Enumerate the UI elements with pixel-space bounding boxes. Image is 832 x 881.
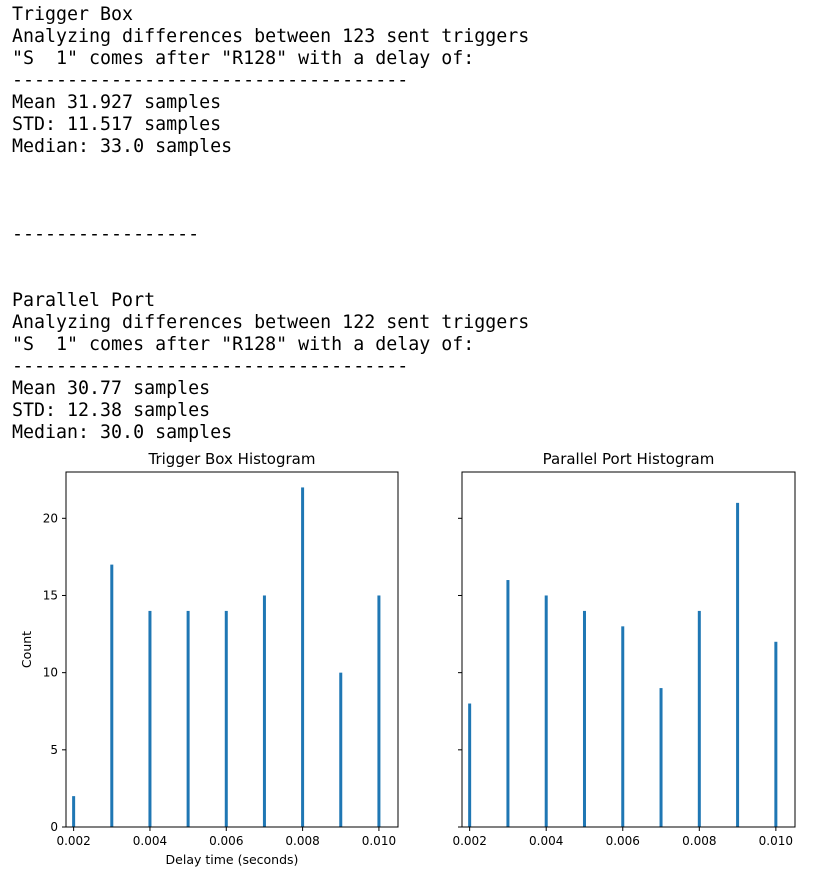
chart-title: Parallel Port Histogram bbox=[543, 450, 715, 468]
y-tick-label: 0 bbox=[50, 820, 58, 834]
histogram-bar bbox=[774, 641, 778, 827]
histogram-bar bbox=[736, 502, 740, 827]
plot-frame bbox=[65, 471, 399, 828]
x-tick-label: 0.002 bbox=[56, 834, 90, 848]
output-line: Analyzing differences between 123 sent t… bbox=[12, 26, 530, 47]
histogram-bar bbox=[339, 672, 343, 827]
output-line: "S 1" comes after "R128" with a delay of… bbox=[12, 48, 475, 69]
output-line: Parallel Port bbox=[12, 290, 156, 311]
output-line bbox=[12, 158, 529, 180]
chart-title: Trigger Box Histogram bbox=[148, 450, 316, 468]
output-line: Analyzing differences between 122 sent t… bbox=[12, 312, 530, 333]
output-line: Median: 30.0 samples bbox=[12, 422, 233, 443]
x-tick-label: 0.002 bbox=[452, 834, 486, 848]
x-tick-label: 0.010 bbox=[759, 834, 793, 848]
y-tick-label: 10 bbox=[43, 666, 58, 680]
output-line bbox=[12, 202, 529, 224]
output-line: Mean 30.77 samples bbox=[12, 378, 211, 399]
output-line: STD: 11.517 samples bbox=[12, 114, 222, 135]
x-tick-label: 0.008 bbox=[285, 834, 319, 848]
output-line: STD: 12.38 samples bbox=[12, 400, 211, 421]
histogram-bar bbox=[506, 580, 510, 827]
x-tick-label: 0.004 bbox=[133, 834, 167, 848]
plot-frame bbox=[461, 471, 796, 828]
histogram-bar bbox=[186, 610, 190, 827]
histogram-bar bbox=[377, 595, 381, 827]
output-line bbox=[12, 180, 529, 202]
histogram-bar bbox=[468, 703, 472, 827]
output-line: Trigger Box bbox=[12, 4, 134, 25]
histogram-bar bbox=[659, 688, 663, 827]
y-axis-label: Count bbox=[19, 631, 34, 668]
x-axis-label: Delay time (seconds) bbox=[166, 852, 299, 867]
histogram-figure: 0.002 0.004 0.006 0.008 0.010 0 5 10 15 20 Trigger… bbox=[19, 450, 796, 867]
y-tick-label: 15 bbox=[43, 588, 58, 602]
histogram-bar bbox=[262, 595, 266, 827]
output-line: Median: 33.0 samples bbox=[12, 136, 233, 157]
histogram-1: 0.002 0.004 0.006 0.008 0.010 Parallel Port H… bbox=[452, 450, 796, 848]
output-line bbox=[12, 268, 529, 290]
output-line: "S 1" comes after "R128" with a delay of… bbox=[12, 334, 475, 355]
histogram-bar bbox=[582, 610, 586, 827]
x-tick-label: 0.004 bbox=[529, 834, 563, 848]
x-tick-label: 0.006 bbox=[209, 834, 243, 848]
x-tick-label: 0.006 bbox=[606, 834, 640, 848]
x-tick-label: 0.010 bbox=[362, 834, 396, 848]
output-line: ------------------------------------ bbox=[12, 70, 409, 91]
output-line bbox=[12, 246, 529, 268]
histogram-bar bbox=[697, 610, 701, 827]
output-line: Mean 31.927 samples bbox=[12, 92, 222, 113]
y-tick-label: 5 bbox=[50, 743, 58, 757]
y-tick-label: 20 bbox=[43, 511, 58, 525]
histogram-bar bbox=[621, 626, 625, 827]
notebook-output-text: Trigger Box Analyzing differences between… bbox=[12, 4, 529, 444]
histogram-bar bbox=[148, 610, 152, 827]
histogram-bar bbox=[110, 564, 114, 827]
output-line: ------------------------------------ bbox=[12, 356, 409, 377]
histogram-bar bbox=[301, 487, 305, 827]
histogram-bar bbox=[544, 595, 548, 827]
histogram-0: 0.002 0.004 0.006 0.008 0.010 0 5 10 15 20 Trigger… bbox=[19, 450, 399, 867]
output-line: ----------------- bbox=[12, 224, 200, 245]
histogram-bar bbox=[72, 796, 76, 827]
histogram-bar bbox=[224, 610, 228, 827]
x-tick-label: 0.008 bbox=[682, 834, 716, 848]
